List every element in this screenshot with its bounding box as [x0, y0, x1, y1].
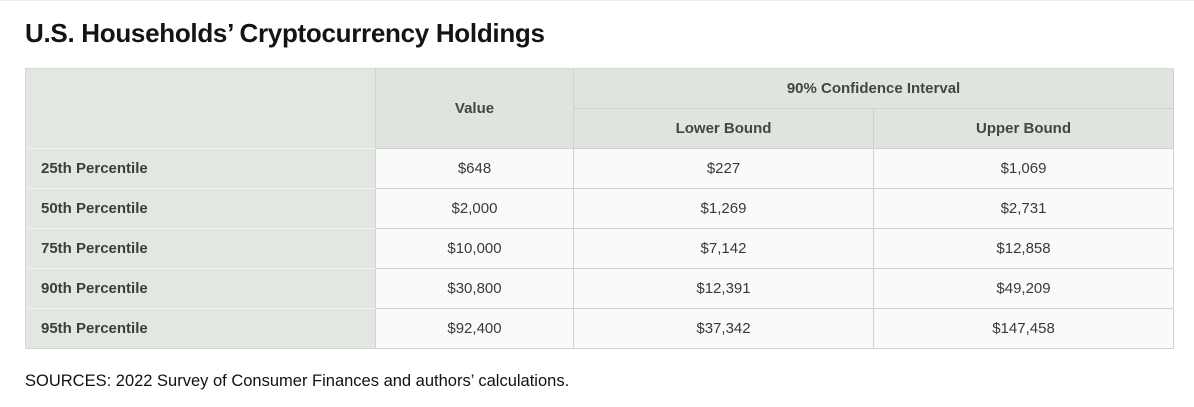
- table-row-25th: 25th Percentile $648 $227 $1,069: [26, 149, 1175, 189]
- header-cell-lower-bound: Lower Bound: [574, 109, 874, 149]
- lower-bound-cell: $7,142: [574, 229, 874, 269]
- lower-bound-cell: $12,391: [574, 269, 874, 309]
- table-row-95th: 95th Percentile $92,400 $37,342 $147,458: [26, 309, 1175, 349]
- row-label: 25th Percentile: [26, 149, 376, 189]
- header-row-top: Value 90% Confidence Interval: [26, 69, 1175, 149]
- upper-bound-cell: $2,731: [874, 189, 1175, 229]
- table-row-75th: 75th Percentile $10,000 $7,142 $12,858: [26, 229, 1175, 269]
- value-cell: $648: [376, 149, 574, 189]
- value-cell: $10,000: [376, 229, 574, 269]
- upper-bound-cell: $1,069: [874, 149, 1175, 189]
- lower-bound-cell: $1,269: [574, 189, 874, 229]
- header-cell-confidence-interval: 90% Confidence Interval: [574, 69, 1175, 109]
- table-header: Value 90% Confidence Interval Lower Boun…: [26, 69, 1175, 149]
- header-row-bounds: Lower Bound Upper Bound: [26, 109, 1175, 149]
- value-cell: $30,800: [376, 269, 574, 309]
- row-label: 75th Percentile: [26, 229, 376, 269]
- table-body: 25th Percentile $648 $227 $1,069 50th Pe…: [26, 149, 1175, 349]
- upper-bound-cell: $147,458: [874, 309, 1175, 349]
- upper-bound-cell: $12,858: [874, 229, 1175, 269]
- row-label: 95th Percentile: [26, 309, 376, 349]
- upper-bound-cell: $49,209: [874, 269, 1175, 309]
- lower-bound-cell: $227: [574, 149, 874, 189]
- table-row-50th: 50th Percentile $2,000 $1,269 $2,731: [26, 189, 1175, 229]
- page-title: U.S. Households’ Cryptocurrency Holdings: [25, 18, 545, 48]
- crypto-holdings-table: Value 90% Confidence Interval Lower Boun…: [25, 68, 1175, 349]
- sources-note: SOURCES: 2022 Survey of Consumer Finance…: [25, 372, 570, 390]
- value-cell: $92,400: [376, 309, 574, 349]
- row-label: 90th Percentile: [26, 269, 376, 309]
- table-row-90th: 90th Percentile $30,800 $12,391 $49,209: [26, 269, 1175, 309]
- value-cell: $2,000: [376, 189, 574, 229]
- lower-bound-cell: $37,342: [574, 309, 874, 349]
- row-label: 50th Percentile: [26, 189, 376, 229]
- header-cell-value: Value: [376, 69, 574, 149]
- header-cell-upper-bound: Upper Bound: [874, 109, 1175, 149]
- corner-cell: [26, 69, 376, 149]
